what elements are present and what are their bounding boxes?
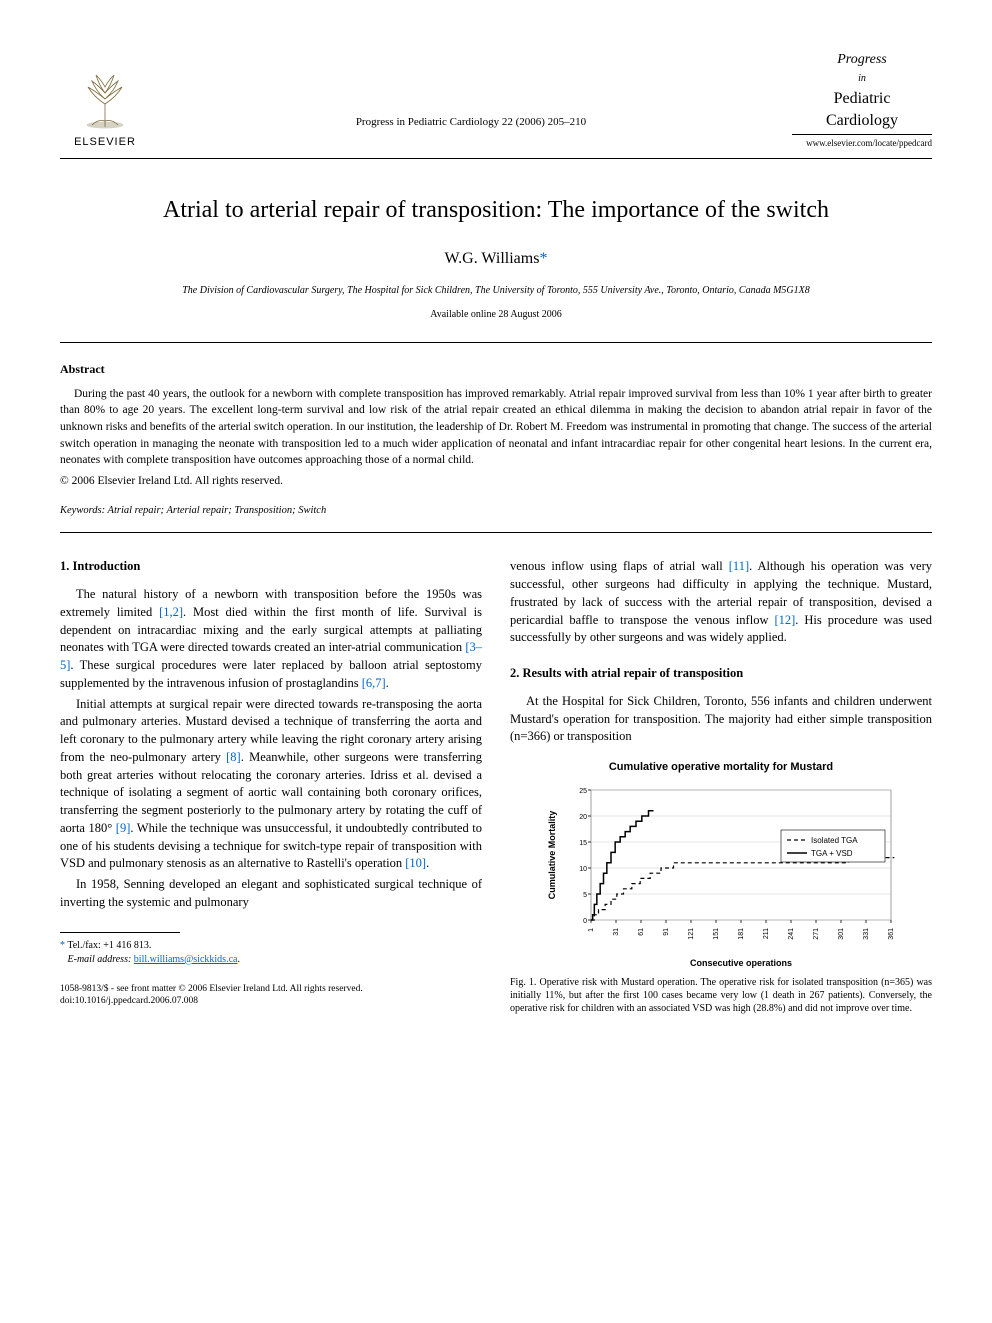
divider-bottom	[60, 532, 932, 533]
chart-title: Cumulative operative mortality for Musta…	[510, 760, 932, 776]
svg-text:5: 5	[583, 892, 587, 899]
citation-link[interactable]: [9]	[116, 821, 131, 835]
svg-text:61: 61	[638, 928, 645, 936]
article-title: Atrial to arterial repair of transpositi…	[60, 194, 932, 228]
citation-link[interactable]: [11]	[729, 559, 749, 573]
journal-url: www.elsevier.com/locate/ppedcard	[792, 137, 932, 150]
right-column: venous inflow using flaps of atrial wall…	[510, 558, 932, 1014]
svg-text:211: 211	[763, 928, 770, 939]
svg-text:331: 331	[863, 928, 870, 940]
abstract-copyright: © 2006 Elsevier Ireland Ltd. All rights …	[60, 473, 932, 490]
journal-word-cardiology: Cardiology	[792, 110, 932, 135]
publisher-logo: ELSEVIER	[60, 65, 150, 150]
author-name: W.G. Williams	[445, 250, 540, 267]
abstract-paragraph: During the past 40 years, the outlook fo…	[60, 386, 932, 469]
figure-label: Fig. 1.	[510, 977, 536, 988]
intro-paragraph-1: The natural history of a newborn with tr…	[60, 586, 482, 693]
svg-text:31: 31	[613, 928, 620, 936]
journal-logo-block: Progress in Pediatric Cardiology www.els…	[792, 50, 932, 150]
svg-text:Consecutive operations: Consecutive operations	[690, 958, 792, 968]
abstract-heading: Abstract	[60, 361, 932, 378]
journal-word-pediatric: Pediatric	[792, 88, 932, 110]
svg-text:271: 271	[813, 928, 820, 940]
keywords-text: Atrial repair; Arterial repair; Transpos…	[105, 505, 326, 516]
keywords-label: Keywords:	[60, 505, 105, 516]
footnote-email-line: E-mail address: bill.williams@sickkids.c…	[60, 953, 482, 967]
elsevier-tree-icon	[70, 65, 140, 135]
citation-link[interactable]: [8]	[226, 750, 241, 764]
citation-link[interactable]: [10]	[405, 856, 426, 870]
chart-svg: 0 5 10 15 20 25 1 31 61 91 121 151 181 211 241 271 301 33…	[541, 780, 901, 970]
keywords-line: Keywords: Atrial repair; Arterial repair…	[60, 504, 932, 519]
svg-text:Isolated TGA: Isolated TGA	[811, 836, 858, 845]
intro-paragraph-3: In 1958, Senning developed an elegant an…	[60, 876, 482, 912]
svg-text:20: 20	[579, 814, 587, 821]
available-online: Available online 28 August 2006	[60, 308, 932, 322]
svg-text:361: 361	[888, 928, 895, 940]
svg-text:181: 181	[738, 928, 745, 940]
figure-caption: Fig. 1. Operative risk with Mustard oper…	[510, 976, 932, 1015]
footnote-telfax: * Tel./fax: +1 416 813.	[60, 939, 482, 953]
author-line: W.G. Williams*	[60, 248, 932, 270]
svg-text:121: 121	[688, 928, 695, 940]
svg-text:151: 151	[713, 928, 720, 940]
svg-text:1: 1	[588, 928, 595, 932]
intro-paragraph-2: Initial attempts at surgical repair were…	[60, 696, 482, 874]
email-link[interactable]: bill.williams@sickkids.ca	[134, 954, 238, 965]
footnote-separator	[60, 932, 180, 933]
section-intro-title: 1. Introduction	[60, 558, 482, 576]
svg-text:91: 91	[663, 928, 670, 936]
journal-reference: Progress in Pediatric Cardiology 22 (200…	[150, 115, 792, 150]
doi-line: doi:10.1016/j.ppedcard.2006.07.008	[60, 995, 482, 1007]
svg-text:25: 25	[579, 788, 587, 795]
section-results-title: 2. Results with atrial repair of transpo…	[510, 665, 932, 683]
citation-link[interactable]: [1,2]	[159, 605, 183, 619]
journal-word-in: in	[792, 72, 932, 86]
svg-text:10: 10	[579, 866, 587, 873]
left-column: 1. Introduction The natural history of a…	[60, 558, 482, 1014]
email-label: E-mail address:	[68, 954, 132, 965]
bottom-metadata: 1058-9813/$ - see front matter © 2006 El…	[60, 983, 482, 1008]
page-container: ELSEVIER Progress in Pediatric Cardiolog…	[0, 0, 992, 1055]
author-marker: *	[539, 250, 547, 267]
body-columns: 1. Introduction The natural history of a…	[60, 558, 932, 1014]
col2-continuation: venous inflow using flaps of atrial wall…	[510, 558, 932, 647]
abstract-body: During the past 40 years, the outlook fo…	[60, 386, 932, 490]
front-matter-line: 1058-9813/$ - see front matter © 2006 El…	[60, 983, 482, 995]
svg-text:15: 15	[579, 840, 587, 847]
svg-text:0: 0	[583, 918, 587, 925]
divider-top	[60, 342, 932, 343]
footnote-block: * Tel./fax: +1 416 813. E-mail address: …	[60, 939, 482, 967]
citation-link[interactable]: [12]	[774, 613, 795, 627]
journal-word-progress: Progress	[792, 50, 932, 70]
figure-1: Cumulative operative mortality for Musta…	[510, 760, 932, 1015]
citation-link[interactable]: [6,7]	[362, 676, 386, 690]
header-bar: ELSEVIER Progress in Pediatric Cardiolog…	[60, 50, 932, 159]
svg-text:241: 241	[788, 928, 795, 940]
publisher-name: ELSEVIER	[74, 135, 136, 150]
results-paragraph-1: At the Hospital for Sick Children, Toron…	[510, 693, 932, 746]
affiliation: The Division of Cardiovascular Surgery, …	[60, 284, 932, 298]
svg-text:301: 301	[838, 928, 845, 940]
svg-text:Cumulative Mortality: Cumulative Mortality	[547, 811, 557, 900]
svg-text:TGA + VSD: TGA + VSD	[811, 849, 853, 858]
